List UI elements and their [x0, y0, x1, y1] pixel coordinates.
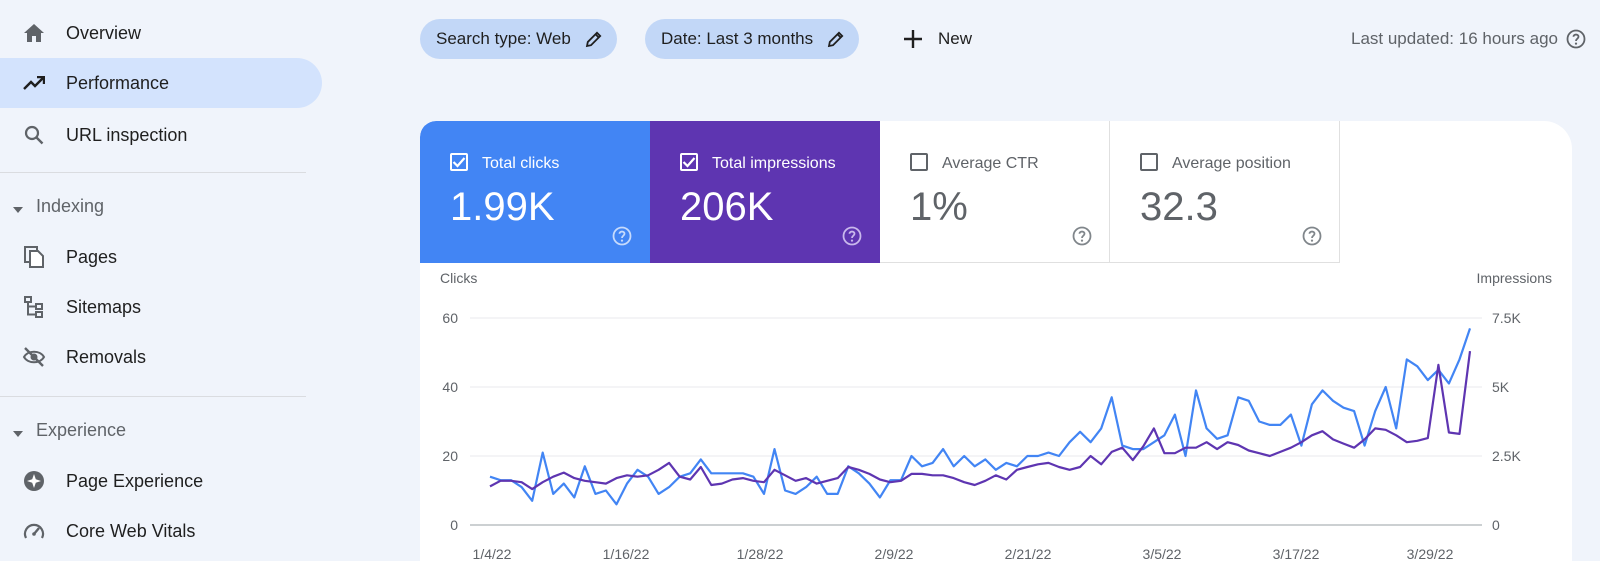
sidebar-item-url-inspection[interactable]: URL inspection [0, 110, 322, 160]
visibility-off-icon [22, 345, 46, 369]
plus-icon [902, 28, 924, 50]
help-icon[interactable] [612, 226, 632, 246]
speedometer-icon [22, 519, 46, 543]
page-experience-icon [22, 469, 46, 493]
sidebar-section-label: Indexing [36, 196, 105, 216]
x-tick-label: 3/5/22 [1143, 546, 1182, 561]
help-icon[interactable] [1072, 226, 1092, 246]
sidebar: Overview Performance URL inspection Inde… [0, 0, 322, 561]
chart-gridlines [470, 317, 1482, 526]
trending-up-icon [22, 71, 46, 95]
search-type-chip[interactable]: Search type: Web [420, 19, 617, 59]
sidebar-section-label: Experience [36, 420, 127, 440]
performance-card: Total clicks 1.99K Total impressions 206… [420, 121, 1572, 561]
new-filter-button[interactable]: New [902, 19, 972, 59]
metric-label: Average CTR [942, 155, 1039, 172]
x-tick-label: 1/16/22 [603, 546, 650, 561]
metric-total-clicks[interactable]: Total clicks 1.99K [420, 121, 650, 263]
new-filter-label: New [938, 29, 973, 48]
sidebar-item-core-web-vitals[interactable]: Core Web Vitals [0, 506, 322, 556]
metric-value: 206K [680, 185, 774, 229]
left-tick-label: 20 [442, 448, 458, 464]
right-axis-title: Impressions [1477, 270, 1552, 286]
caret-down-icon [12, 201, 24, 213]
right-tick-label: 2.5K [1492, 448, 1521, 464]
metric-label: Total clicks [482, 155, 560, 172]
pages-icon [22, 245, 46, 269]
home-icon [22, 21, 46, 45]
metric-value: 1.99K [450, 185, 555, 229]
sidebar-item-overview[interactable]: Overview [0, 8, 322, 58]
checkbox-unchecked-icon[interactable] [910, 153, 928, 171]
date-chip[interactable]: Date: Last 3 months [645, 19, 860, 59]
search-type-chip-label: Search type: Web [436, 29, 571, 48]
caret-down-icon [12, 425, 24, 437]
x-tick-label: 3/29/22 [1407, 546, 1454, 561]
sidebar-section-experience[interactable]: Experience [0, 410, 306, 450]
sidebar-item-label: Core Web Vitals [66, 521, 196, 541]
chart-tick-labels: 0 0 20 2.5K 40 5K 60 7.5K [442, 310, 1521, 533]
help-icon[interactable] [1566, 29, 1586, 49]
checkbox-checked-icon[interactable] [450, 153, 468, 171]
sidebar-item-label: Page Experience [66, 471, 204, 491]
metric-average-ctr[interactable]: Average CTR 1% [880, 121, 1110, 263]
sidebar-item-removals[interactable]: Removals [0, 332, 322, 382]
metric-average-position[interactable]: Average position 32.3 [1110, 121, 1340, 263]
sidebar-divider [0, 172, 306, 173]
help-icon[interactable] [842, 226, 862, 246]
x-tick-label: 2/21/22 [1005, 546, 1052, 561]
sidebar-section-indexing[interactable]: Indexing [0, 186, 306, 226]
chart-series-lines [489, 328, 1472, 506]
right-tick-label: 0 [1492, 517, 1500, 533]
checkbox-unchecked-icon[interactable] [1140, 153, 1158, 171]
last-updated-text: Last updated: 16 hours ago [1351, 29, 1558, 48]
left-tick-label: 40 [442, 379, 458, 395]
sidebar-item-performance[interactable]: Performance [0, 58, 322, 108]
sidebar-divider [0, 396, 306, 397]
performance-chart[interactable]: 0 0 20 2.5K 40 5K 60 7.5K 1/4/22 1/16/22 1/28/22 2… [420, 263, 1572, 561]
chart-x-tick-labels: 1/4/22 1/16/22 1/28/22 2/9/22 2/21/22 3/5/22 3… [473, 546, 1454, 561]
x-tick-label: 3/17/22 [1273, 546, 1320, 561]
x-tick-label: 1/4/22 [473, 546, 512, 561]
sidebar-item-label: Removals [66, 347, 147, 367]
pencil-icon [827, 30, 845, 48]
sidebar-item-label: Pages [66, 247, 118, 267]
pencil-icon [585, 30, 603, 48]
left-axis-title: Clicks [440, 270, 477, 286]
right-tick-label: 7.5K [1492, 310, 1521, 326]
sidebar-item-label: Performance [66, 73, 170, 93]
x-tick-label: 1/28/22 [737, 546, 784, 561]
sitemap-icon [22, 295, 46, 319]
sidebar-item-label: Sitemaps [66, 297, 142, 317]
metric-label: Total impressions [712, 155, 836, 172]
metric-value: 32.3 [1140, 185, 1218, 229]
metric-label: Average position [1172, 155, 1291, 172]
sidebar-item-page-experience[interactable]: Page Experience [0, 456, 322, 506]
metric-value: 1% [910, 185, 968, 229]
sidebar-item-sitemaps[interactable]: Sitemaps [0, 282, 322, 332]
right-tick-label: 5K [1492, 379, 1510, 395]
left-tick-label: 60 [442, 310, 458, 326]
sidebar-item-label: Overview [66, 23, 142, 43]
clicks-series-line [489, 328, 1472, 506]
checkbox-checked-icon[interactable] [680, 153, 698, 171]
help-icon[interactable] [1302, 226, 1322, 246]
x-tick-label: 2/9/22 [875, 546, 914, 561]
search-icon [22, 123, 46, 147]
date-chip-label: Date: Last 3 months [661, 29, 814, 48]
left-tick-label: 0 [450, 517, 458, 533]
impressions-series-line [489, 350, 1472, 491]
sidebar-item-pages[interactable]: Pages [0, 232, 322, 282]
metric-total-impressions[interactable]: Total impressions 206K [650, 121, 880, 263]
sidebar-item-label: URL inspection [66, 125, 188, 145]
